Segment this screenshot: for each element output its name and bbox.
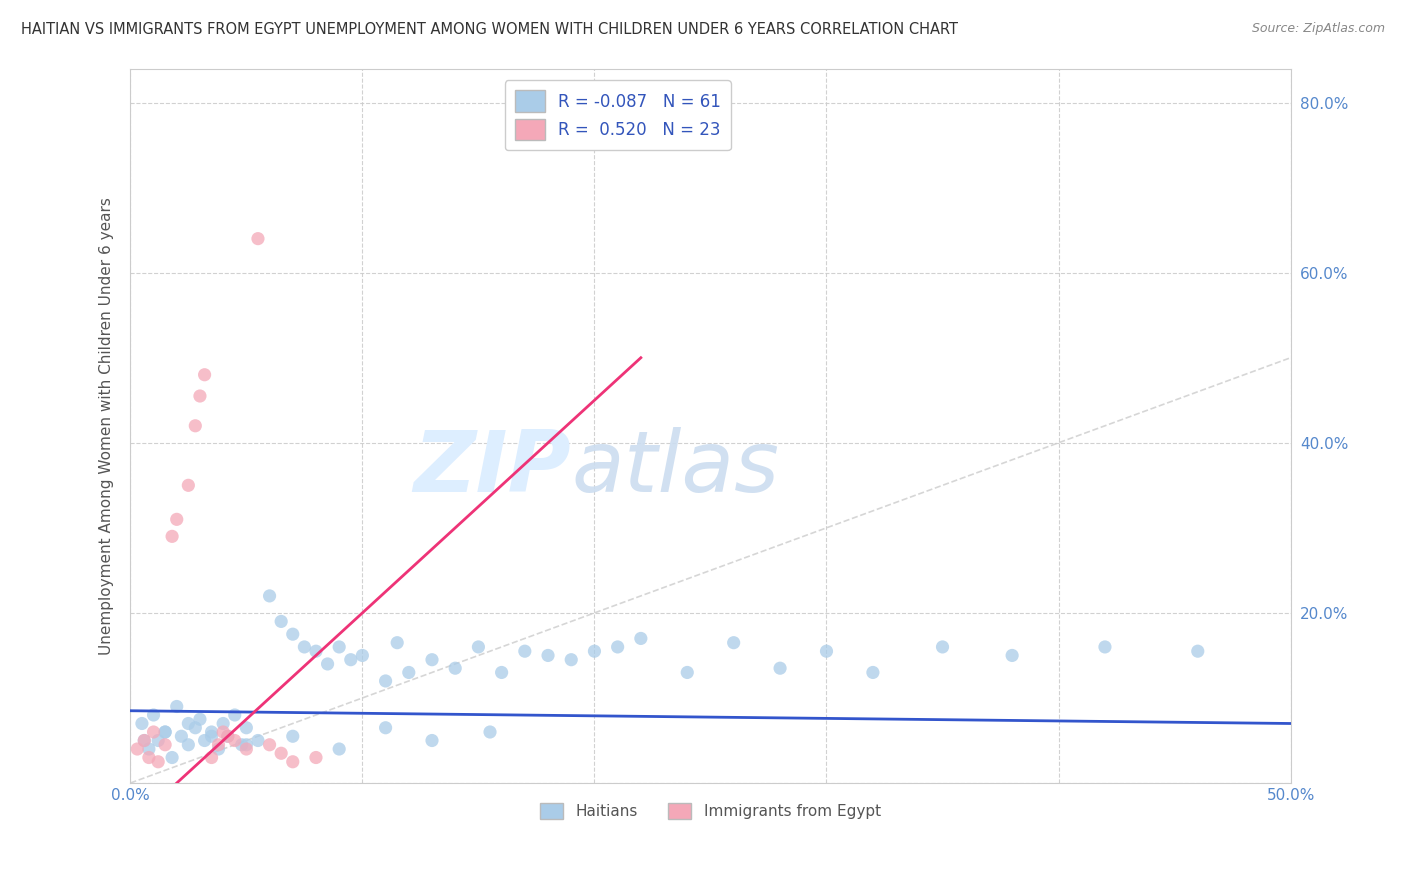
Point	[676, 665, 699, 680]
Point	[583, 644, 606, 658]
Point	[207, 742, 229, 756]
Point	[560, 653, 582, 667]
Point	[281, 755, 304, 769]
Point	[931, 640, 953, 654]
Point	[217, 729, 239, 743]
Point	[398, 665, 420, 680]
Point	[513, 644, 536, 658]
Point	[200, 729, 222, 743]
Point	[212, 725, 235, 739]
Point	[166, 512, 188, 526]
Point	[138, 750, 160, 764]
Point	[148, 755, 170, 769]
Point	[138, 742, 160, 756]
Point	[305, 750, 328, 764]
Legend: Haitians, Immigrants from Egypt: Haitians, Immigrants from Egypt	[534, 797, 887, 825]
Point	[444, 661, 467, 675]
Point	[374, 721, 396, 735]
Text: HAITIAN VS IMMIGRANTS FROM EGYPT UNEMPLOYMENT AMONG WOMEN WITH CHILDREN UNDER 6 : HAITIAN VS IMMIGRANTS FROM EGYPT UNEMPLO…	[21, 22, 957, 37]
Point	[184, 418, 207, 433]
Point	[328, 742, 350, 756]
Point	[606, 640, 628, 654]
Point	[188, 712, 211, 726]
Point	[153, 725, 176, 739]
Point	[479, 725, 502, 739]
Point	[259, 589, 281, 603]
Point	[148, 733, 170, 747]
Point	[420, 733, 443, 747]
Point	[224, 733, 246, 747]
Y-axis label: Unemployment Among Women with Children Under 6 years: Unemployment Among Women with Children U…	[100, 197, 114, 655]
Point	[224, 708, 246, 723]
Point	[316, 657, 339, 671]
Point	[259, 738, 281, 752]
Point	[292, 640, 315, 654]
Point	[270, 746, 292, 760]
Point	[200, 750, 222, 764]
Point	[142, 708, 165, 723]
Point	[537, 648, 560, 663]
Point	[194, 733, 217, 747]
Point	[160, 529, 183, 543]
Point	[246, 733, 269, 747]
Point	[200, 725, 222, 739]
Point	[1094, 640, 1116, 654]
Point	[212, 716, 235, 731]
Point	[281, 627, 304, 641]
Point	[134, 733, 156, 747]
Point	[281, 729, 304, 743]
Point	[1001, 648, 1024, 663]
Point	[352, 648, 374, 663]
Point	[235, 738, 257, 752]
Point	[153, 738, 176, 752]
Point	[815, 644, 838, 658]
Point	[246, 232, 269, 246]
Point	[134, 733, 156, 747]
Point	[385, 636, 408, 650]
Point	[207, 738, 229, 752]
Point	[723, 636, 745, 650]
Point	[420, 653, 443, 667]
Point	[328, 640, 350, 654]
Point	[188, 389, 211, 403]
Point	[166, 699, 188, 714]
Point	[177, 716, 200, 731]
Point	[491, 665, 513, 680]
Text: Source: ZipAtlas.com: Source: ZipAtlas.com	[1251, 22, 1385, 36]
Point	[769, 661, 792, 675]
Text: ZIP: ZIP	[413, 427, 571, 510]
Point	[177, 738, 200, 752]
Point	[339, 653, 361, 667]
Point	[630, 632, 652, 646]
Point	[235, 742, 257, 756]
Point	[862, 665, 884, 680]
Point	[184, 721, 207, 735]
Point	[153, 725, 176, 739]
Point	[1187, 644, 1209, 658]
Point	[270, 615, 292, 629]
Point	[305, 644, 328, 658]
Point	[231, 738, 253, 752]
Point	[194, 368, 217, 382]
Point	[142, 725, 165, 739]
Text: atlas: atlas	[571, 427, 779, 510]
Point	[374, 673, 396, 688]
Point	[127, 742, 149, 756]
Point	[170, 729, 193, 743]
Point	[467, 640, 489, 654]
Point	[131, 716, 153, 731]
Point	[235, 721, 257, 735]
Point	[217, 729, 239, 743]
Point	[177, 478, 200, 492]
Point	[160, 750, 183, 764]
